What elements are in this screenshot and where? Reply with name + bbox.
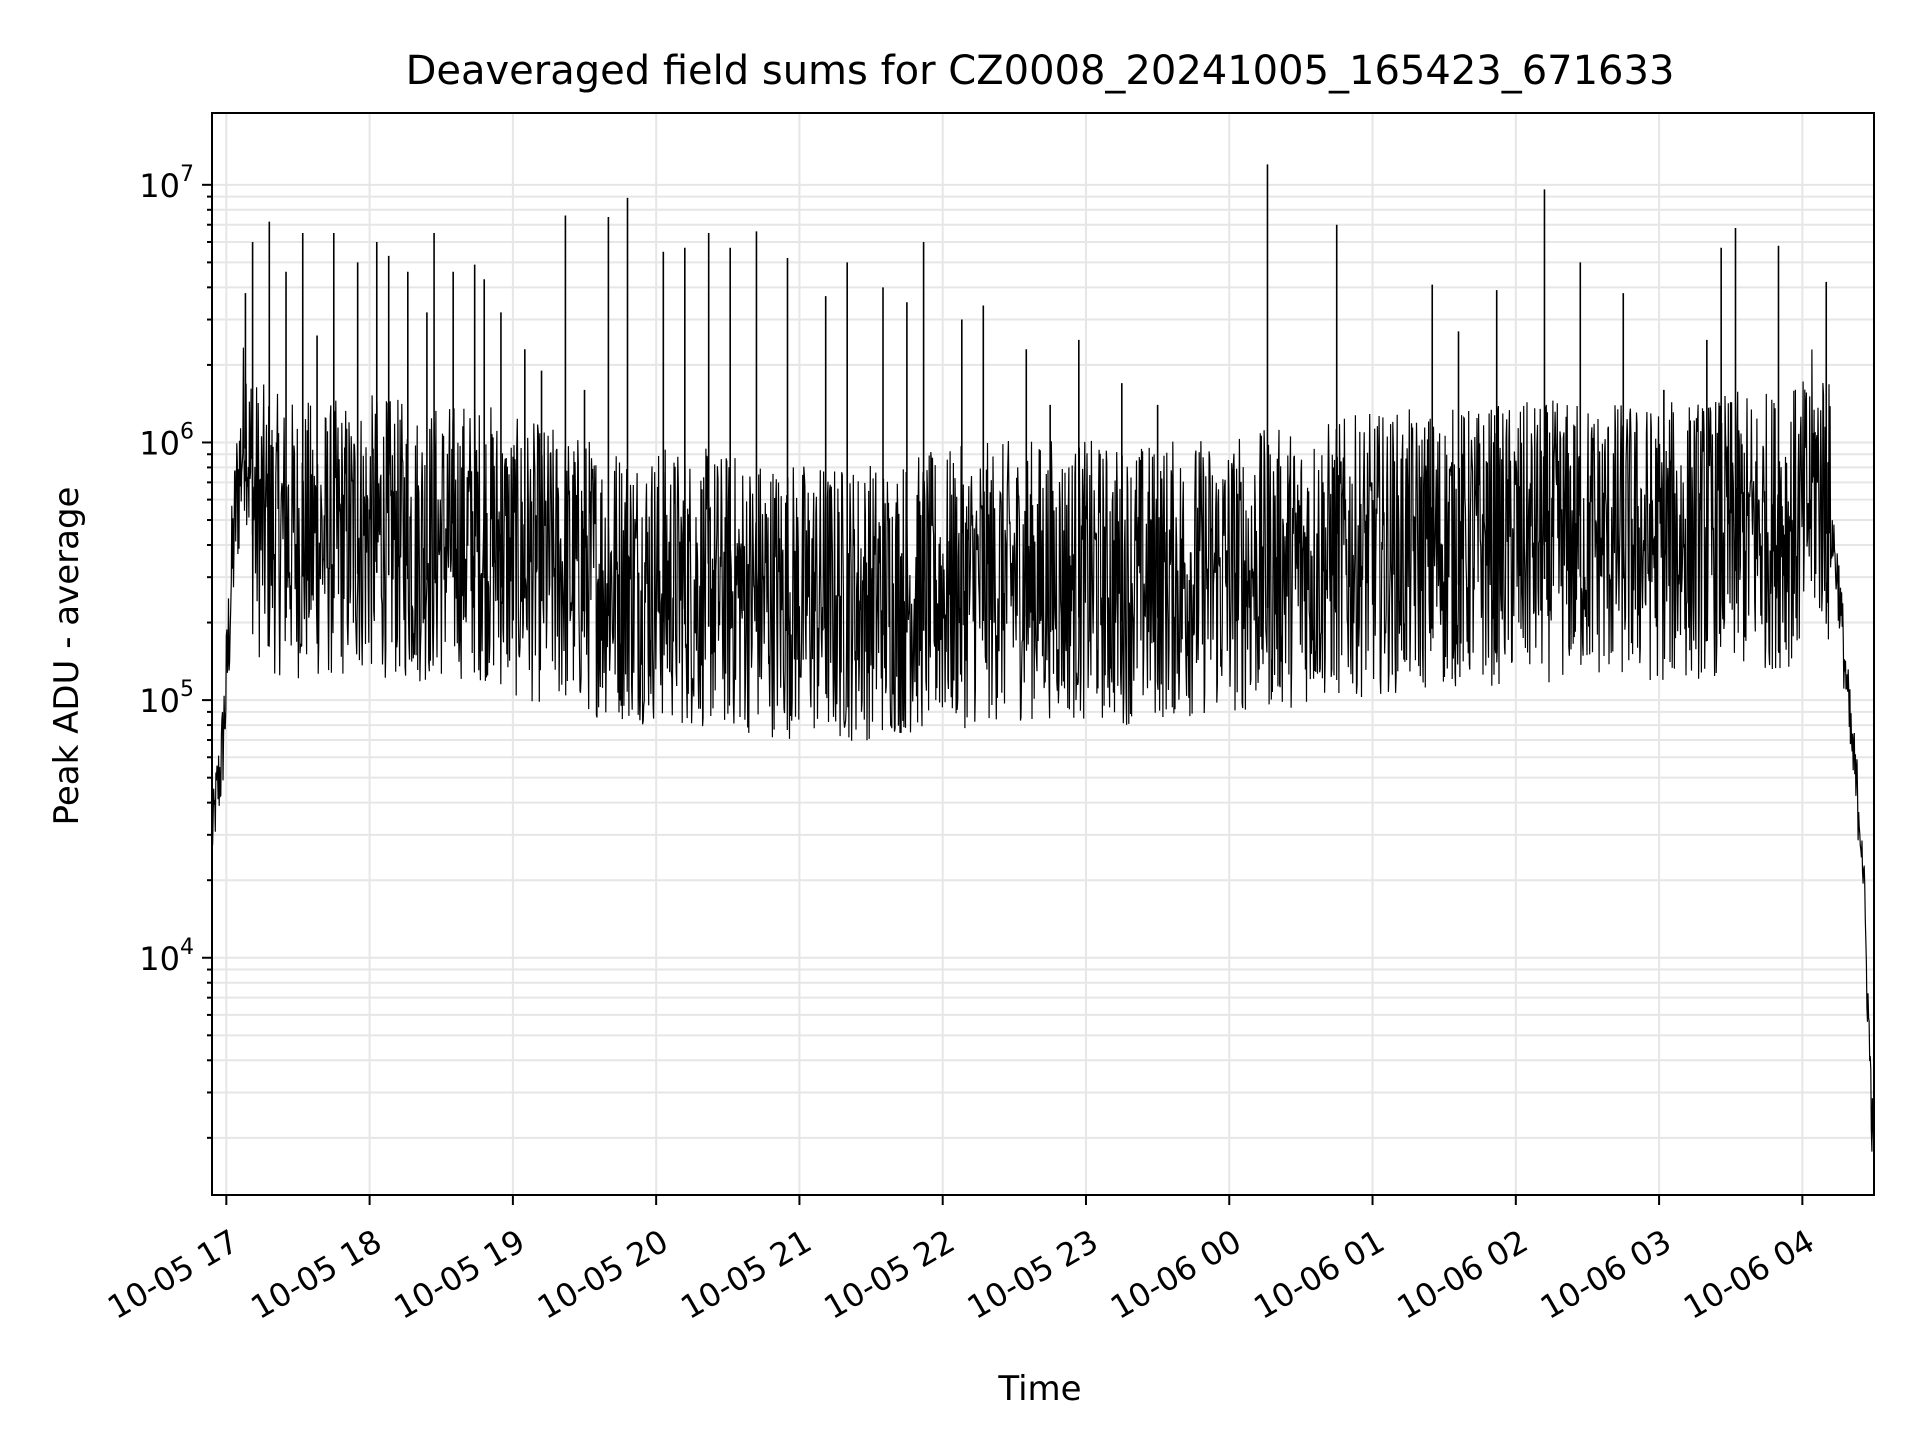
y-tick-label: 107 [139, 162, 194, 205]
data-series [211, 164, 1875, 1152]
y-tick-label: 104 [139, 935, 194, 978]
y-tick-base: 10 [139, 167, 180, 205]
y-tick-label: 106 [139, 419, 194, 462]
y-tick-base: 10 [139, 682, 180, 720]
y-tick-label: 105 [139, 677, 194, 720]
chart-title: Deaveraged field sums for CZ0008_2024100… [406, 48, 1675, 94]
y-tick-base: 10 [139, 940, 180, 978]
series-line [211, 347, 1875, 1152]
y-tick-exponent: 7 [180, 162, 194, 187]
y-tick-exponent: 5 [180, 677, 194, 702]
x-axis-label: Time [997, 1369, 1081, 1409]
y-tick-exponent: 6 [180, 419, 194, 444]
grid-lines [212, 113, 1874, 1195]
y-tick-exponent: 4 [180, 935, 194, 960]
y-tick-base: 10 [139, 424, 180, 462]
y-axis-label: Peak ADU - average [47, 487, 87, 826]
plot-frame [211, 112, 1875, 1196]
